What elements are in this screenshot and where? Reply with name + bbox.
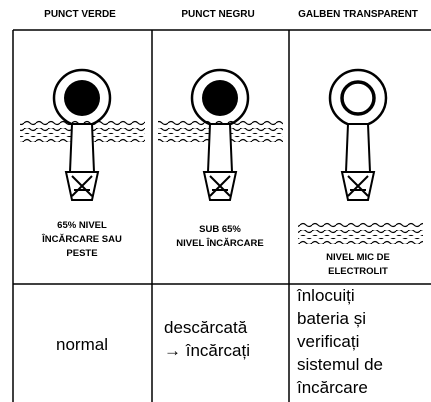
action-text: → încărcați — [164, 341, 250, 360]
text-layer: PUNCT VERDE PUNCT NEGRU GALBEN TRANSPARENT… — [41, 9, 418, 397]
table-grid — [12, 29, 431, 402]
action-text: descărcată — [164, 318, 248, 337]
hydrometer-stems — [64, 123, 376, 201]
action-text: verificați — [297, 332, 359, 351]
column-header: PUNCT NEGRU — [181, 9, 254, 20]
caption: PESTE — [66, 248, 97, 259]
action-text: normal — [56, 335, 108, 354]
action-text: sistemul de — [297, 355, 383, 374]
indicator-yellow — [328, 68, 388, 128]
caption: ÎNCĂRCARE SAU — [41, 233, 122, 245]
action-text: înlocuiți — [296, 286, 355, 305]
column-header: GALBEN TRANSPARENT — [298, 9, 418, 20]
caption: NIVEL ÎNCĂRCARE — [176, 237, 263, 249]
action-text: încărcare — [296, 378, 368, 397]
caption: NIVEL MIC DE — [326, 252, 390, 263]
column-header: PUNCT VERDE — [44, 9, 116, 20]
indicator-black — [190, 68, 250, 128]
action-text: bateria și — [297, 309, 366, 328]
caption: ELECTROLIT — [328, 266, 388, 277]
caption: 65% NIVEL — [57, 220, 107, 231]
indicator-green — [52, 68, 112, 128]
caption: SUB 65% — [199, 224, 241, 235]
